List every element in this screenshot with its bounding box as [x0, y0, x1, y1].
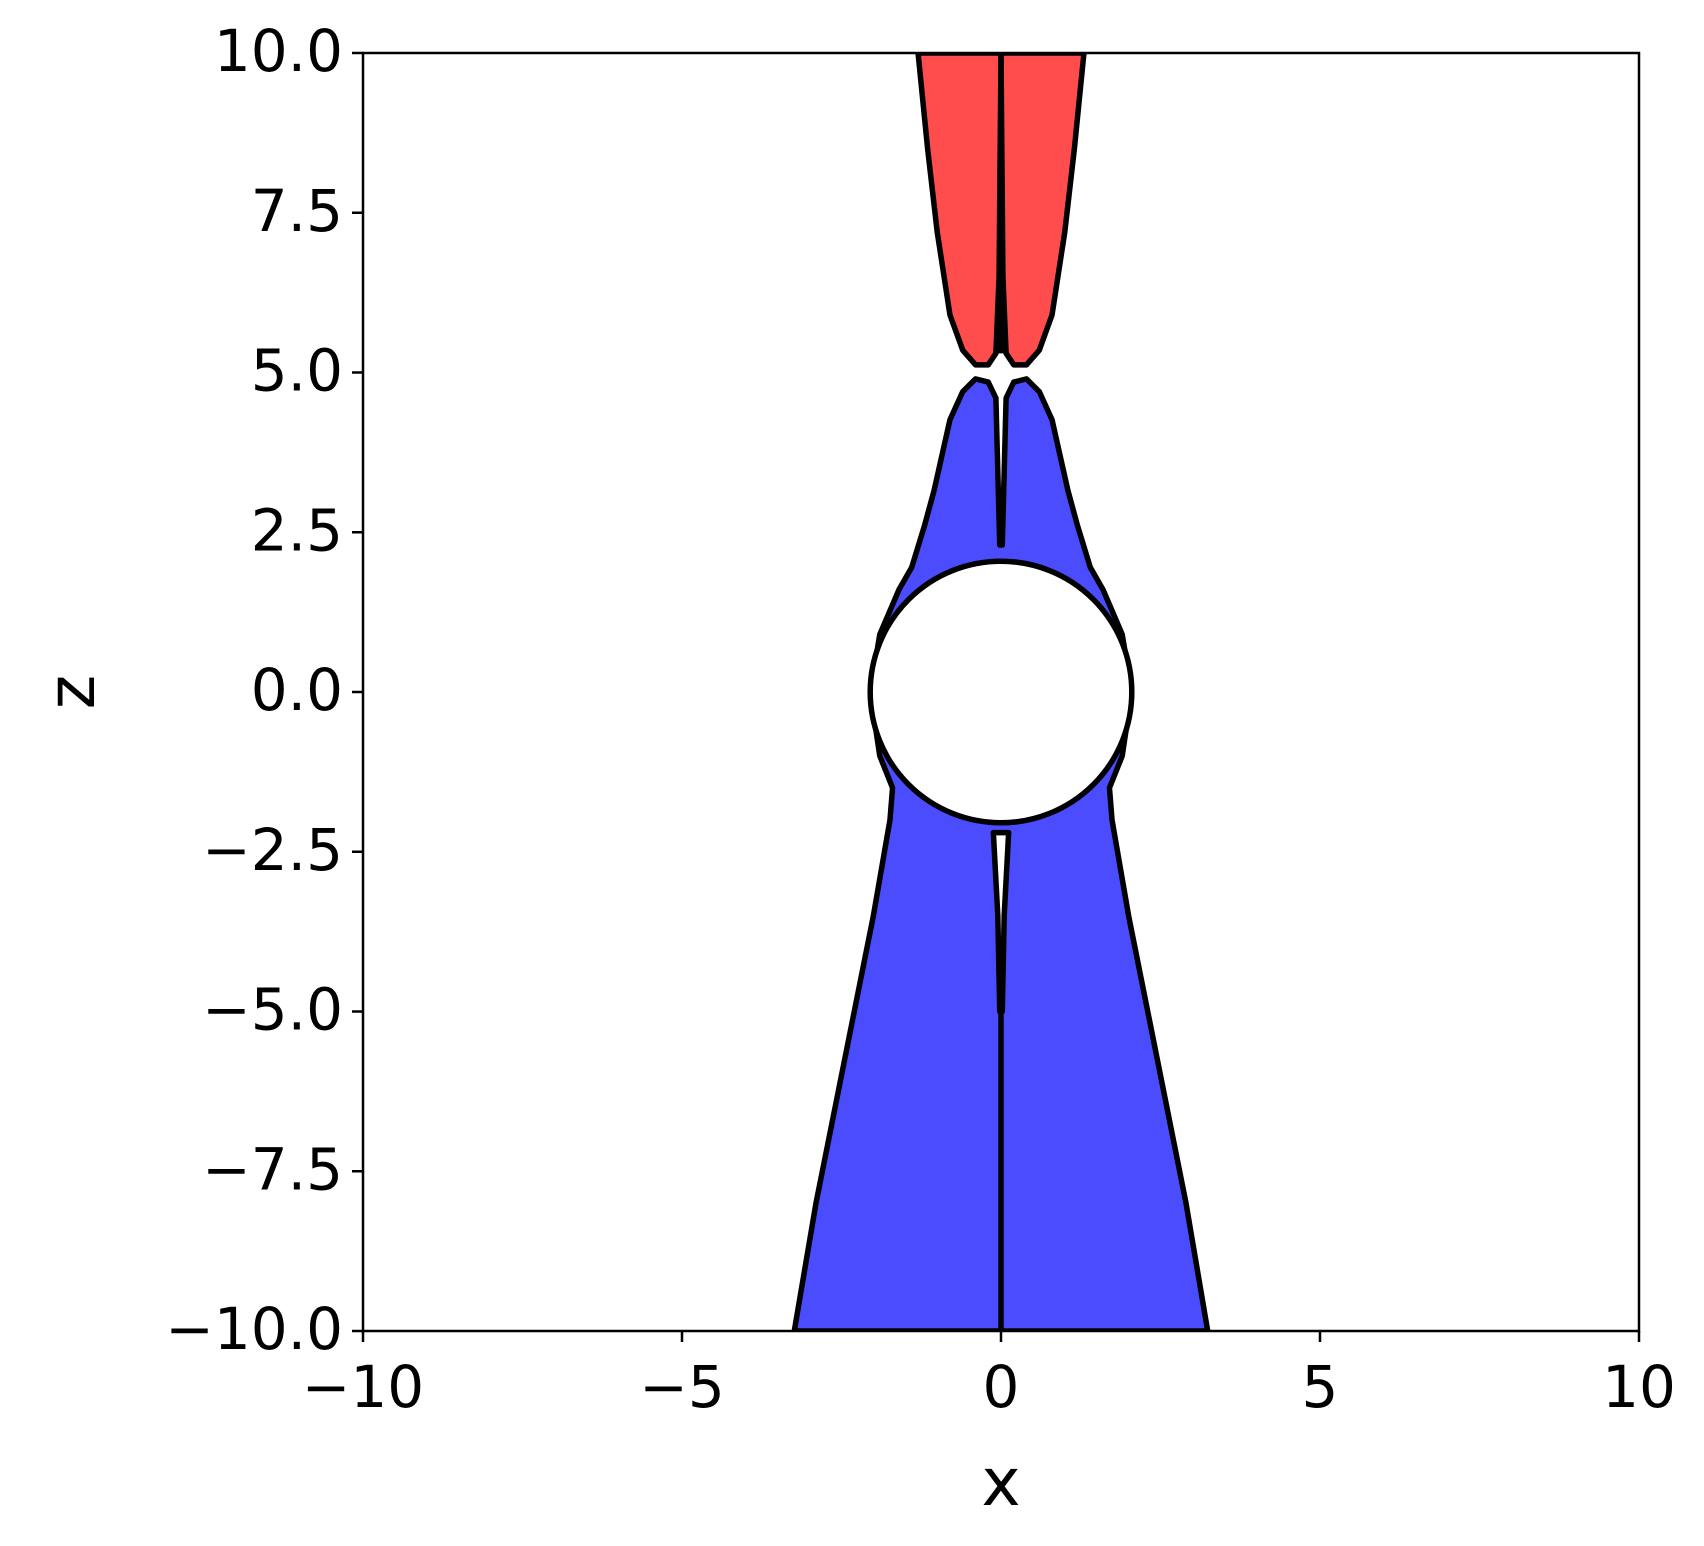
y-tick-label: −2.5: [202, 816, 343, 884]
x-tick-label: 0: [983, 1353, 1020, 1421]
y-tick-label: 10.0: [214, 17, 343, 85]
circle: [867, 558, 1135, 826]
y-tick-label: −7.5: [202, 1135, 343, 1203]
y-tick-label: 0.0: [251, 656, 343, 724]
y-tick-label: 2.5: [251, 496, 343, 564]
plot-area: [791, 53, 1211, 1331]
x-tick-label: −10: [302, 1353, 424, 1421]
y-tick-label: 5.0: [251, 337, 343, 405]
x-tick-label: 10: [1602, 1353, 1676, 1421]
y-tick-label: −10.0: [165, 1295, 343, 1363]
y-axis-label: z: [33, 675, 110, 710]
x-tick-label: 5: [1302, 1353, 1339, 1421]
x-tick-label: −5: [639, 1353, 725, 1421]
y-tick-label: −5.0: [202, 976, 343, 1044]
x-axis-label: x: [981, 1444, 1020, 1521]
y-tick-label: 7.5: [251, 177, 343, 245]
